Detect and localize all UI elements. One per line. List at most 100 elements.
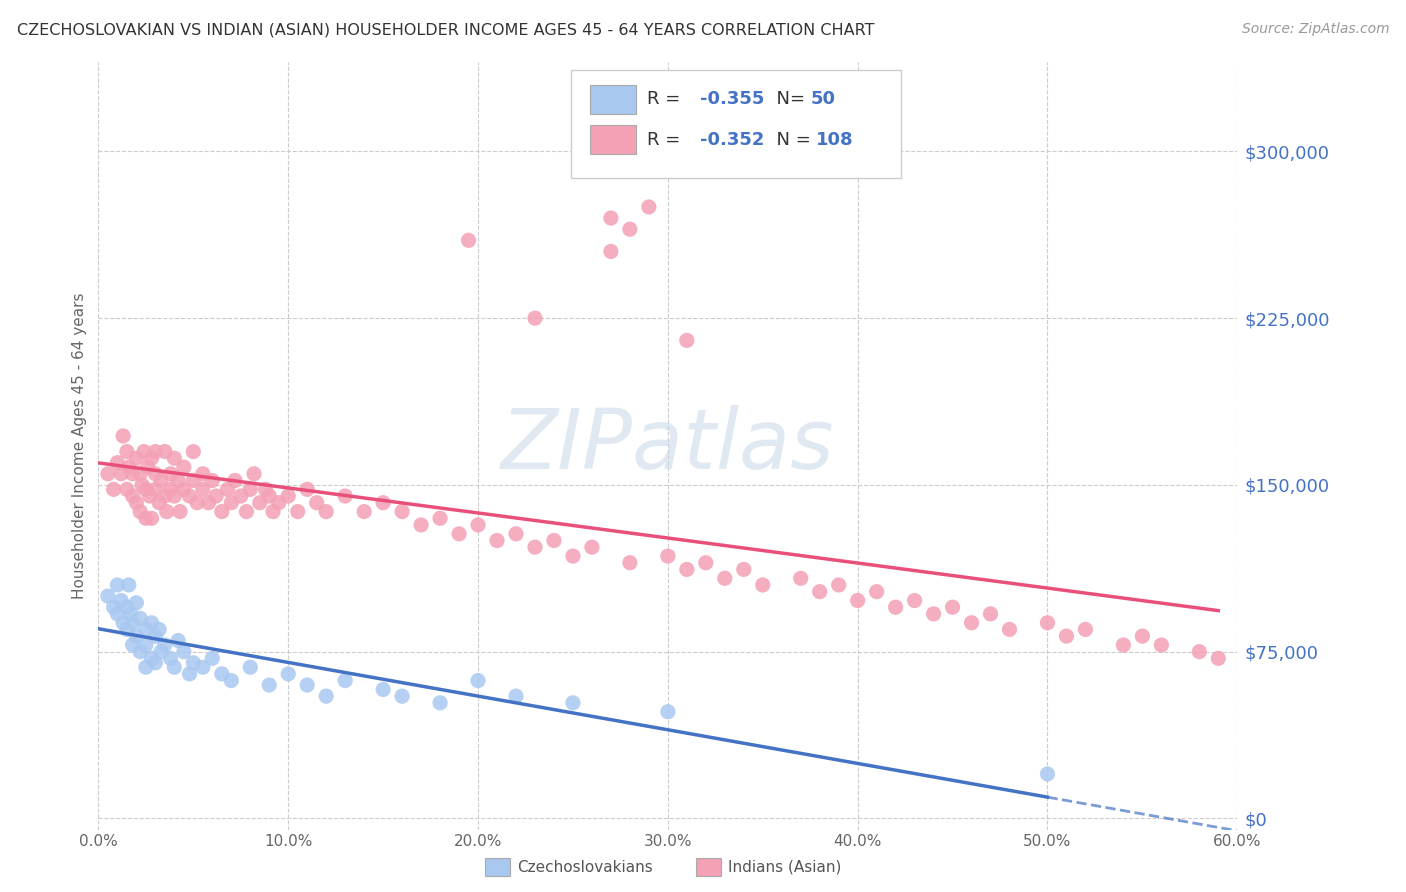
Point bbox=[457, 233, 479, 247]
Point bbox=[277, 489, 299, 503]
Point bbox=[115, 444, 138, 458]
Point bbox=[150, 645, 173, 659]
Point bbox=[159, 467, 181, 481]
Point bbox=[112, 615, 135, 630]
Point bbox=[125, 596, 148, 610]
Point bbox=[107, 456, 129, 470]
Text: CZECHOSLOVAKIAN VS INDIAN (ASIAN) HOUSEHOLDER INCOME AGES 45 - 64 YEARS CORRELAT: CZECHOSLOVAKIAN VS INDIAN (ASIAN) HOUSEH… bbox=[17, 22, 875, 37]
Point bbox=[884, 600, 907, 615]
Point bbox=[107, 607, 129, 621]
Point bbox=[121, 615, 143, 630]
Bar bbox=[591, 85, 636, 114]
Point bbox=[163, 489, 186, 503]
Point bbox=[846, 593, 869, 607]
Point bbox=[191, 660, 214, 674]
Point bbox=[159, 483, 181, 497]
Point bbox=[173, 483, 195, 497]
Point bbox=[267, 496, 290, 510]
Point bbox=[695, 556, 717, 570]
Point bbox=[391, 505, 413, 519]
Point bbox=[467, 673, 489, 688]
Point bbox=[201, 474, 224, 488]
Point bbox=[239, 483, 262, 497]
Point bbox=[638, 200, 661, 214]
Point bbox=[904, 593, 927, 607]
Point bbox=[752, 578, 775, 592]
Point bbox=[581, 540, 603, 554]
Point bbox=[191, 467, 214, 481]
Point bbox=[169, 505, 191, 519]
Point bbox=[235, 505, 257, 519]
Point bbox=[249, 496, 271, 510]
Point bbox=[562, 549, 585, 563]
Point bbox=[960, 615, 983, 630]
Point bbox=[942, 600, 965, 615]
Point bbox=[297, 483, 319, 497]
Point bbox=[657, 705, 679, 719]
Point bbox=[145, 483, 167, 497]
Point bbox=[524, 540, 547, 554]
Point bbox=[141, 451, 163, 466]
Point bbox=[371, 682, 394, 697]
Y-axis label: Householder Income Ages 45 - 64 years: Householder Income Ages 45 - 64 years bbox=[72, 293, 87, 599]
Text: -0.352: -0.352 bbox=[700, 131, 763, 149]
Point bbox=[619, 556, 641, 570]
Point bbox=[239, 660, 262, 674]
Point bbox=[562, 696, 585, 710]
Point bbox=[221, 673, 243, 688]
Point bbox=[1188, 645, 1211, 659]
Point bbox=[197, 496, 219, 510]
Point bbox=[1056, 629, 1078, 643]
Point bbox=[243, 467, 266, 481]
Point bbox=[657, 549, 679, 563]
Point bbox=[103, 483, 125, 497]
Point bbox=[505, 526, 527, 541]
Point bbox=[353, 505, 375, 519]
Point bbox=[112, 429, 135, 443]
Point bbox=[505, 689, 527, 703]
Point bbox=[1036, 767, 1059, 781]
Point bbox=[391, 689, 413, 703]
Point bbox=[135, 623, 157, 637]
Point bbox=[110, 467, 132, 481]
Text: R =: R = bbox=[647, 90, 686, 108]
Point bbox=[156, 505, 179, 519]
Point bbox=[135, 511, 157, 525]
Point bbox=[676, 334, 699, 348]
Text: ZIPatlas: ZIPatlas bbox=[501, 406, 835, 486]
Point bbox=[179, 489, 201, 503]
Point bbox=[277, 667, 299, 681]
Point bbox=[1036, 615, 1059, 630]
Point bbox=[138, 489, 160, 503]
Point bbox=[132, 444, 155, 458]
Point bbox=[103, 600, 125, 615]
Point bbox=[97, 589, 120, 603]
Bar bbox=[591, 126, 636, 154]
Point bbox=[1132, 629, 1154, 643]
Point bbox=[808, 584, 831, 599]
Point bbox=[167, 633, 190, 648]
Point bbox=[129, 645, 152, 659]
Text: Indians (Asian): Indians (Asian) bbox=[728, 860, 842, 874]
Point bbox=[224, 474, 246, 488]
Text: -0.355: -0.355 bbox=[700, 90, 763, 108]
Point bbox=[125, 629, 148, 643]
Point bbox=[121, 489, 143, 503]
Point bbox=[120, 607, 142, 621]
Point bbox=[429, 511, 451, 525]
Text: N=: N= bbox=[765, 90, 810, 108]
Point bbox=[129, 467, 152, 481]
Point bbox=[129, 505, 152, 519]
Point bbox=[159, 651, 181, 665]
Point bbox=[163, 451, 186, 466]
Point bbox=[1150, 638, 1173, 652]
Text: Source: ZipAtlas.com: Source: ZipAtlas.com bbox=[1241, 22, 1389, 37]
Point bbox=[211, 667, 233, 681]
Point bbox=[141, 651, 163, 665]
Point bbox=[148, 496, 170, 510]
Point bbox=[335, 489, 357, 503]
Point bbox=[600, 244, 623, 259]
Point bbox=[287, 505, 309, 519]
Text: N =: N = bbox=[765, 131, 810, 149]
Point bbox=[979, 607, 1001, 621]
